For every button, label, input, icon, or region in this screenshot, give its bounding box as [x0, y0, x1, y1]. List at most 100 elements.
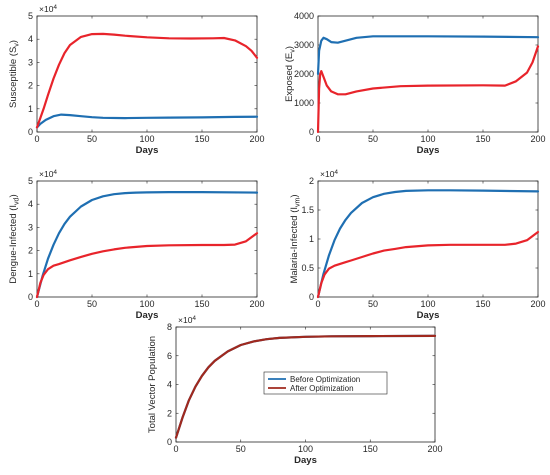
y-tick-label: 0	[167, 437, 172, 447]
y-axis-label: Malaria-Infected (Ivm)	[289, 194, 302, 283]
y-axis-label: Total Vector Population	[147, 336, 158, 433]
y-tick-label: 8	[167, 322, 172, 332]
y-axis-label-subscript: vd	[14, 197, 21, 205]
y-tick-label: 2000	[294, 69, 314, 79]
series-line-1	[35, 113, 259, 129]
y-tick-label: 2	[28, 81, 33, 91]
y-tick-label: 1	[28, 269, 33, 279]
y-tick-label: 3000	[294, 40, 314, 50]
y-tick-label: 5	[28, 11, 33, 21]
series-line-1	[35, 191, 259, 299]
y-tick-label: 4	[167, 380, 172, 390]
x-tick-label: 150	[475, 299, 490, 309]
x-tick-label: 50	[236, 444, 246, 454]
y-tick-label: 2	[28, 246, 33, 256]
x-tick-label: 150	[363, 444, 378, 454]
y-axis-label-end: )	[289, 194, 300, 197]
x-tick-label: 150	[194, 134, 209, 144]
x-tick-label: 150	[475, 134, 490, 144]
x-tick-label: 50	[87, 134, 97, 144]
x-axis-label: Days	[136, 310, 159, 321]
y-axis-label-text: Malaria-Infected (I	[289, 207, 300, 284]
x-axis-label: Days	[417, 145, 440, 156]
y-multiplier-exponent: 4	[53, 4, 57, 11]
x-tick-label: 100	[420, 134, 435, 144]
legend-box	[263, 371, 388, 395]
x-tick-label: 200	[427, 444, 442, 454]
x-tick-label: 50	[368, 299, 378, 309]
plot-area	[36, 15, 258, 133]
x-tick-label: 150	[194, 299, 209, 309]
y-tick-label: 0	[309, 127, 314, 137]
y-tick-label: 6	[167, 351, 172, 361]
y-axis-label: Susceptible (Sv)	[8, 40, 21, 108]
y-tick-label: 1	[28, 104, 33, 114]
y-axis-label-text: Total Vector Population	[147, 336, 158, 433]
subplot-2: 0 50 100 150 20001000200030004000DaysExposed…	[284, 11, 546, 156]
legend-entry-1: Before Optimization	[290, 375, 360, 384]
plot-area	[317, 180, 539, 298]
x-tick-label: 0	[315, 134, 320, 144]
x-tick-label: 0	[34, 299, 39, 309]
y-axis-label-end: )	[8, 40, 19, 43]
y-tick-label: 0	[309, 292, 314, 302]
x-tick-label: 100	[420, 299, 435, 309]
y-tick-label: 1.5	[301, 205, 314, 215]
y-multiplier-exponent: 4	[192, 315, 196, 322]
series-line-2	[35, 232, 259, 299]
x-axis-label: Days	[417, 310, 440, 321]
x-tick-label: 100	[139, 134, 154, 144]
y-axis-label-subscript: vm	[295, 197, 302, 207]
plot-area	[317, 15, 539, 133]
y-tick-label: 0	[28, 292, 33, 302]
y-axis-label: Exposed (Ev)	[284, 46, 297, 102]
series-line-1	[316, 189, 540, 299]
y-axis-label-end: )	[8, 194, 19, 197]
y-tick-label: 4	[28, 199, 33, 209]
y-tick-label: 1000	[294, 98, 314, 108]
x-tick-label: 100	[298, 444, 313, 454]
x-tick-label: 0	[315, 299, 320, 309]
y-tick-label: 1	[309, 234, 314, 244]
y-axis-label-text: Exposed (E	[284, 53, 295, 102]
subplot-5: 0 50 100 150 200 0 2 4 6 8 ×104 Days Total Vector Po…	[147, 315, 443, 466]
series-line-2	[174, 334, 437, 439]
x-tick-label: 200	[530, 299, 545, 309]
series-line-1	[316, 35, 540, 76]
y-tick-label: 0.5	[301, 263, 314, 273]
subplot-3: 0 50 100 150 200 0 1 2 3 4 5 ×104 Days Dengue-Infecte…	[8, 169, 265, 321]
legend-entry-2: After Optimization	[290, 384, 354, 393]
y-multiplier-exponent: 4	[53, 169, 57, 176]
y-axis-label: Dengue-Infected (Ivd)	[8, 194, 21, 283]
subplot-4: 0 50 100 150 200 0 0.5 1 1.5 2 ×104 Days Malaria-Inf…	[289, 169, 546, 321]
x-tick-label: 200	[249, 299, 264, 309]
y-multiplier-exponent: 4	[334, 169, 338, 176]
x-tick-label: 50	[87, 299, 97, 309]
y-axis-label-end: )	[284, 46, 295, 49]
x-tick-label: 0	[173, 444, 178, 454]
y-tick-label: 5	[28, 176, 33, 186]
x-tick-label: 50	[368, 134, 378, 144]
y-tick-label: 3	[28, 222, 33, 232]
plot-area	[36, 180, 258, 298]
x-axis-label: Days	[136, 145, 159, 156]
x-axis-label: Days	[294, 455, 317, 466]
series-line-2	[316, 230, 540, 299]
y-multiplier: ×104	[39, 169, 57, 179]
y-axis-label-subscript: v	[14, 43, 21, 47]
y-tick-label: 2	[309, 176, 314, 186]
series-line-2	[316, 45, 540, 134]
y-axis-label-text: Susceptible (S	[8, 47, 19, 108]
y-tick-label: 3	[28, 57, 33, 67]
x-tick-label: 200	[530, 134, 545, 144]
y-multiplier: ×104	[178, 315, 196, 325]
y-tick-label: 4	[28, 34, 33, 44]
subplot-1: 0 50 100 150 200 0 1 2 3 4 5 ×104 Days Susceptible (S…	[8, 4, 265, 156]
y-axis-label-text: Dengue-Infected (I	[8, 205, 19, 284]
y-multiplier: ×104	[320, 169, 338, 179]
y-tick-label: 4000	[294, 11, 314, 21]
x-tick-label: 100	[139, 299, 154, 309]
y-tick-label: 2	[167, 408, 172, 418]
